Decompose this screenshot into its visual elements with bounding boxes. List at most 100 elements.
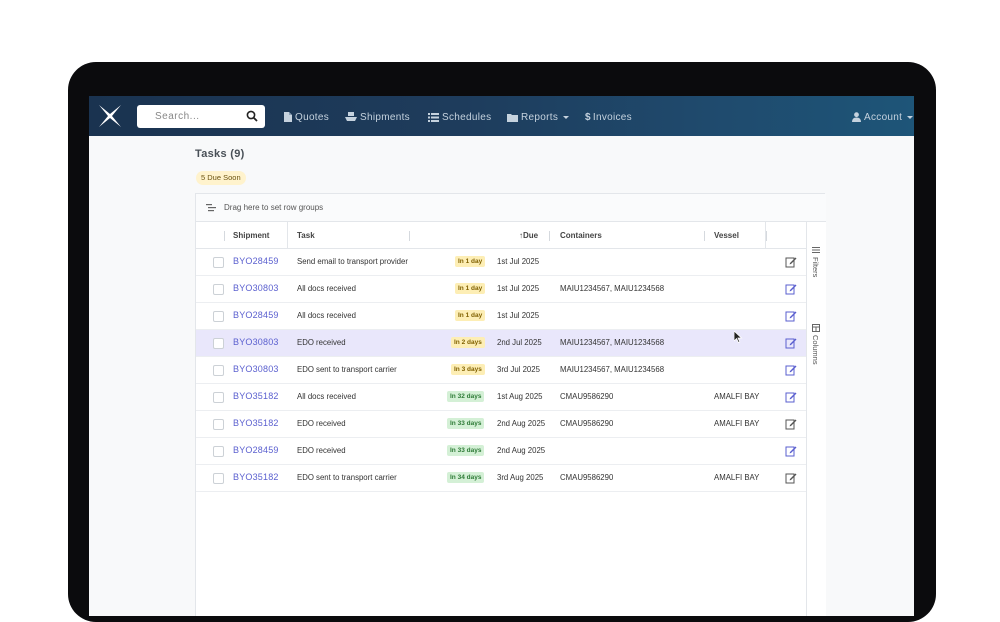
header-shipment[interactable]: Shipment [233,231,270,240]
shipment-link[interactable]: BYO28459 [233,445,279,455]
edit-icon[interactable] [785,472,797,484]
nav-quotes[interactable]: Quotes [284,109,329,125]
due-soon-badge[interactable]: 5 Due Soon [196,171,246,185]
nav-account[interactable]: Account [852,109,914,125]
task-name: All docs received [297,284,356,293]
shipment-link[interactable]: BYO35182 [233,391,279,401]
page-title: Tasks (9) [195,148,245,160]
edit-icon[interactable] [785,445,797,457]
chevron-down-icon [907,115,914,119]
row-checkbox[interactable] [213,419,224,430]
edit-icon[interactable] [785,364,797,376]
table-row[interactable]: BYO28459 All docs received In 1 day 1st Jul… [196,303,806,330]
task-name: EDO sent to transport carrier [297,473,397,482]
top-navbar: Quotes Shipments Schedules Reports [89,96,914,136]
edit-icon[interactable] [785,256,797,268]
due-date: 1st Aug 2025 [497,392,543,401]
search-icon[interactable] [246,110,258,122]
header-due[interactable]: ↑Due [519,231,538,240]
table-row[interactable]: BYO28459 EDO received In 33 days 2nd Aug 20… [196,438,806,465]
task-name: Send email to transport provider [297,257,408,266]
header-due-label: Due [523,231,539,240]
columns-tab[interactable]: Columns [811,324,820,365]
row-checkbox[interactable] [213,311,224,322]
table-row[interactable]: BYO28459 Send email to transport provider… [196,249,806,276]
row-group-drop-zone[interactable]: Drag here to set row groups [196,194,826,222]
dollar-icon: $ [585,111,591,123]
task-name: EDO received [297,338,346,347]
table-row[interactable]: BYO35182 All docs received In 32 days 1st A… [196,384,806,411]
nav-shipments[interactable]: Shipments [345,109,410,125]
task-name: EDO sent to transport carrier [297,365,397,374]
edit-icon[interactable] [785,337,797,349]
filters-tab[interactable]: Filters [811,246,820,277]
due-date: 2nd Jul 2025 [497,338,542,347]
containers-cell: CMAU9586290 [560,392,614,401]
tasks-grid: Drag here to set row groups Shipment Tas… [195,193,826,616]
table-row[interactable]: BYO35182 EDO sent to transport carrier In … [196,465,806,492]
edit-icon[interactable] [785,283,797,295]
task-name: All docs received [297,392,356,401]
table-row[interactable]: BYO30803 EDO sent to transport carrier In … [196,357,806,384]
header-vessel[interactable]: Vessel [714,231,739,240]
edit-icon[interactable] [785,418,797,430]
due-in-badge: In 1 day [455,310,486,321]
due-date: 2nd Aug 2025 [497,446,546,455]
row-checkbox[interactable] [213,284,224,295]
header-containers[interactable]: Containers [560,231,602,240]
shipment-link[interactable]: BYO30803 [233,337,279,347]
containers-cell: CMAU9586290 [560,473,614,482]
edit-icon[interactable] [785,310,797,322]
shipment-link[interactable]: BYO30803 [233,364,279,374]
due-date: 3rd Jul 2025 [497,365,540,374]
nav-invoices-label: Invoices [592,111,632,123]
app-screen: Quotes Shipments Schedules Reports [89,96,914,616]
containers-cell: MAIU1234567, MAIU1234568 [560,365,665,374]
due-date: 1st Jul 2025 [497,257,540,266]
task-name: EDO received [297,446,346,455]
nav-schedules[interactable]: Schedules [428,109,491,125]
nav-invoices[interactable]: $ Invoices [585,109,632,125]
sort-arrow-up-icon: ↑ [519,231,523,240]
nav-account-label: Account [864,111,903,123]
row-checkbox[interactable] [213,446,224,457]
search-box [137,105,265,128]
ship-icon [345,112,357,121]
table-row[interactable]: BYO35182 EDO received In 33 days 2nd Aug 20… [196,411,806,438]
nav-quotes-label: Quotes [295,111,330,123]
edit-icon[interactable] [785,391,797,403]
table-row[interactable]: BYO30803 All docs received In 1 day 1st Jul… [196,276,806,303]
row-checkbox[interactable] [213,473,224,484]
due-date: 2nd Aug 2025 [497,419,546,428]
row-checkbox[interactable] [213,392,224,403]
shipment-link[interactable]: BYO28459 [233,310,279,320]
mouse-cursor-icon [734,331,743,343]
search-input[interactable] [137,105,237,128]
due-in-badge: In 3 days [451,364,485,375]
vessel-cell: AMALFI BAY [714,419,760,428]
nav-reports-label: Reports [521,111,559,123]
header-task[interactable]: Task [297,231,315,240]
shipment-link[interactable]: BYO35182 [233,472,279,482]
row-checkbox[interactable] [213,257,224,268]
table-row[interactable]: BYO30803 EDO received In 2 days 2nd Jul 202… [196,330,806,357]
vessel-cell: AMALFI BAY [714,392,760,401]
shipment-link[interactable]: BYO35182 [233,418,279,428]
task-name: All docs received [297,311,356,320]
columns-tab-label: Columns [811,335,820,365]
due-in-badge: In 33 days [447,418,485,429]
due-in-badge: In 1 day [455,256,486,267]
columns-icon [811,324,820,332]
x-logo-icon[interactable] [97,103,123,129]
due-date: 1st Jul 2025 [497,284,540,293]
row-checkbox[interactable] [213,338,224,349]
file-icon [284,112,292,122]
due-date: 3rd Aug 2025 [497,473,544,482]
nav-reports[interactable]: Reports [507,109,570,125]
row-checkbox[interactable] [213,365,224,376]
nav-schedules-label: Schedules [442,111,492,123]
shipment-link[interactable]: BYO28459 [233,256,279,266]
vessel-cell: AMALFI BAY [714,473,760,482]
shipment-link[interactable]: BYO30803 [233,283,279,293]
list-icon [428,112,439,122]
